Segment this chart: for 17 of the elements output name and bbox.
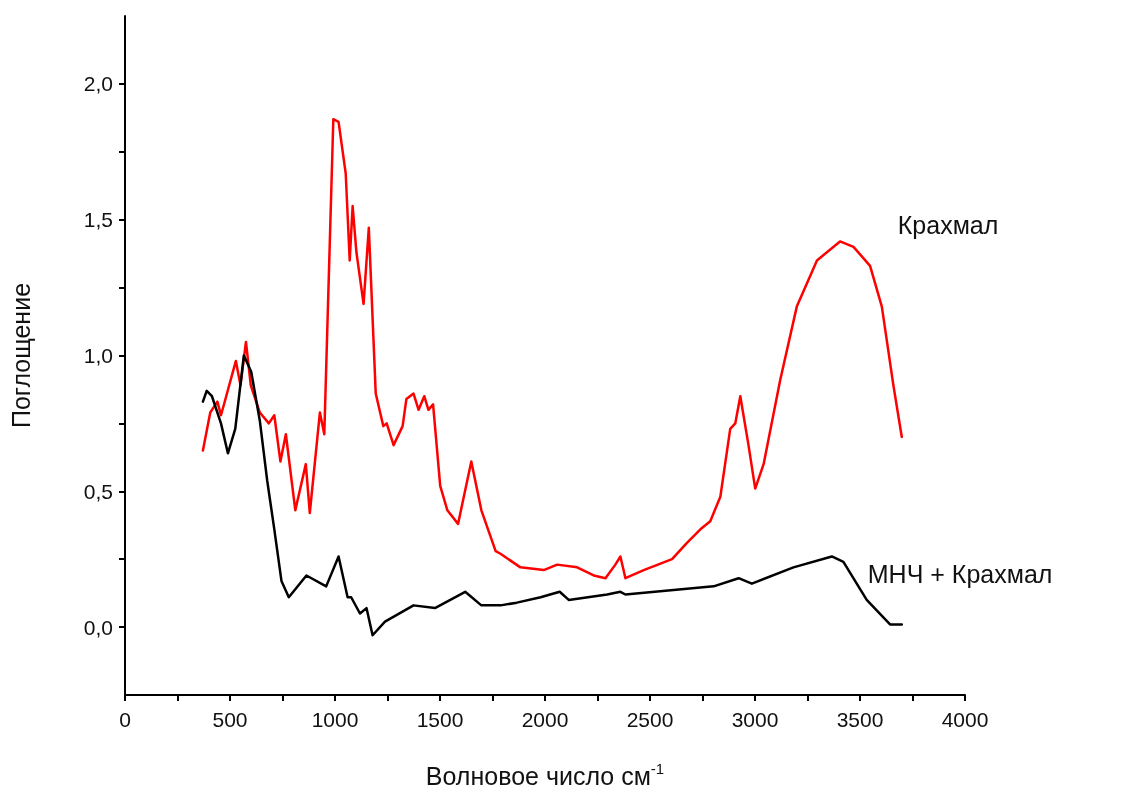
y-tick-label: 0,0 — [83, 615, 113, 639]
y-tick-label: 1,5 — [83, 208, 113, 232]
series-label: МНЧ + Крахмал — [867, 560, 1053, 589]
series-label: Крахмал — [897, 210, 999, 239]
x-tick-label: 4000 — [941, 708, 989, 731]
x-tick-label: 500 — [212, 708, 248, 731]
x-tick-label: 3500 — [836, 708, 884, 731]
x-tick-label: 0 — [119, 708, 131, 731]
x-tick-label: 2500 — [626, 708, 674, 731]
y-tick-label: 2,0 — [83, 72, 113, 96]
y-tick-label: 0,5 — [83, 479, 113, 503]
x-tick-label: 1000 — [311, 708, 359, 731]
y-tick-label: 1,0 — [83, 344, 113, 367]
x-tick-label: 1500 — [416, 708, 464, 731]
x-tick-label: 2000 — [521, 708, 569, 731]
y-axis-title: Поглощение — [6, 282, 35, 429]
x-tick-label: 3000 — [731, 708, 779, 731]
